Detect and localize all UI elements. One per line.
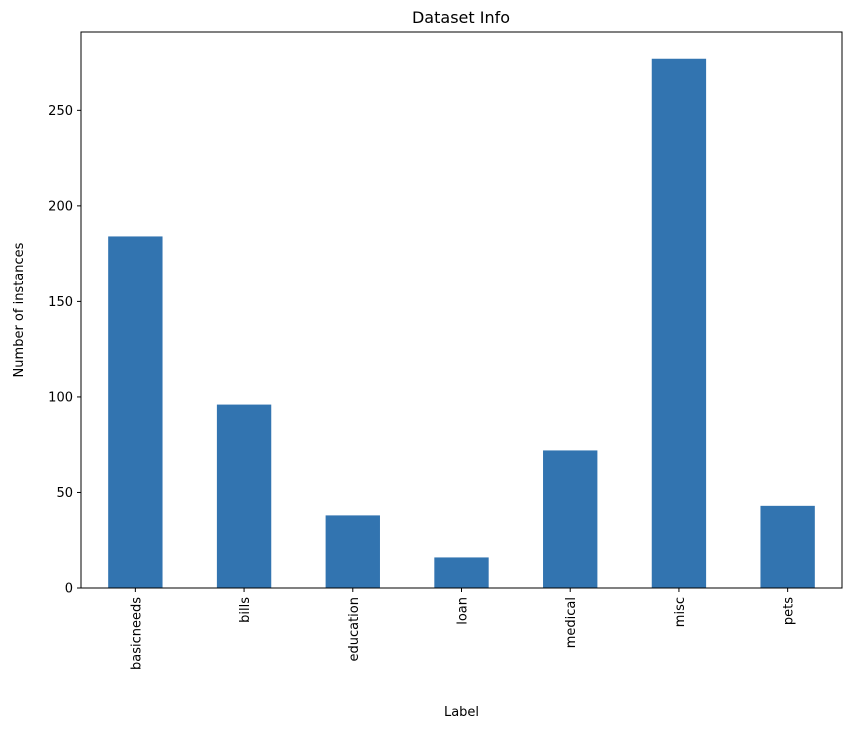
x-tick-label: misc [673,597,688,627]
bar-education [325,515,380,588]
x-tick-label: education [347,597,362,662]
x-tick-label: bills [238,597,253,623]
y-tick-label: 100 [48,390,73,405]
x-tick-label: pets [782,597,797,625]
bar-basicneeds [108,236,163,588]
bar-misc [651,58,707,588]
x-axis-label: Label [444,705,479,720]
x-tick-label: loan [456,597,471,625]
y-tick-label: 0 [65,582,73,597]
bar-loan [434,557,489,588]
bars-group [108,58,815,588]
x-axis: basicneeds bills education loan medical misc p… [129,588,797,670]
bar-bills [216,404,272,588]
bar-pets [760,505,815,588]
plot-frame [80,31,843,589]
y-tick-label: 150 [48,295,73,310]
x-tick-label: basicneeds [129,597,144,670]
bar-medical [543,450,598,588]
x-tick-label: medical [564,597,579,648]
y-axis-label: Number of instances [12,242,27,377]
y-tick-label: 50 [56,486,73,501]
y-axis: 0 50 100 150 200 250 [48,104,81,597]
y-tick-label: 250 [48,104,73,119]
y-tick-label: 200 [48,199,73,214]
chart-title: Dataset Info [412,8,510,27]
